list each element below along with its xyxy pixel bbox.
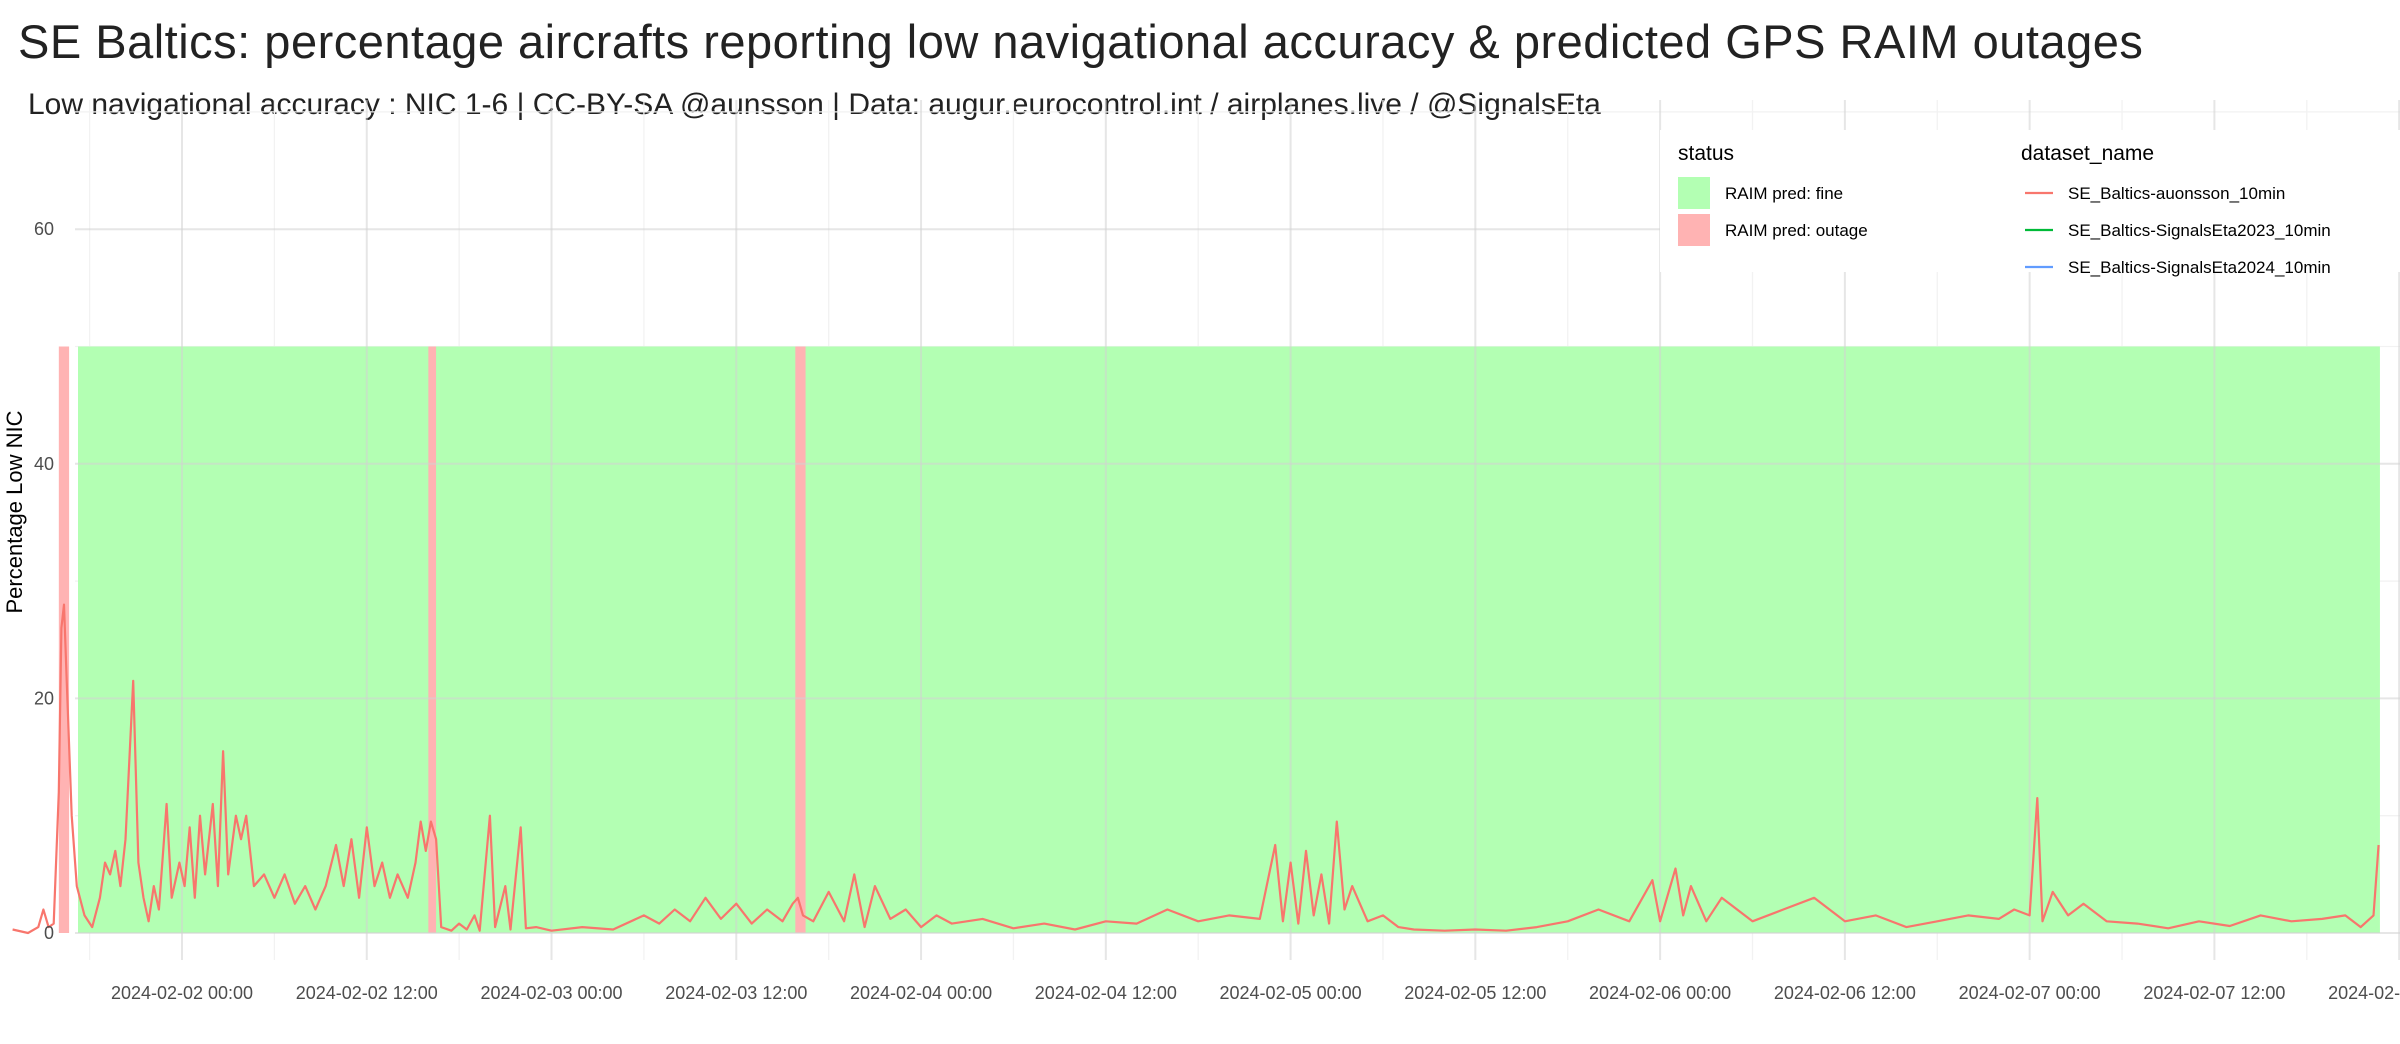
legend-label: RAIM pred: fine	[1725, 184, 1843, 203]
legend-key-swatch	[1678, 214, 1710, 246]
y-tick-label: 60	[34, 219, 54, 239]
x-tick-label: 2024-02-06 12:00	[1774, 983, 1916, 1003]
x-tick-label: 2024-02-03 00:00	[480, 983, 622, 1003]
x-axis-ticks: 2024-02-02 00:00 2024-02-02 12:00 2024-02-…	[111, 983, 2400, 1003]
chart-title: SE Baltics: percentage aircrafts reporti…	[18, 15, 2143, 68]
x-tick-label: 2024-02-06 00:00	[1589, 983, 1731, 1003]
major-grid-lines	[75, 100, 2400, 960]
x-tick-label: 2024-02-05 00:00	[1220, 983, 1362, 1003]
x-tick-label: 2024-02-02 12:00	[296, 983, 438, 1003]
raim-fine-band	[78, 346, 2380, 933]
y-tick-label: 20	[34, 688, 54, 708]
legend-title-dataset_name: dataset_name	[2021, 142, 2154, 165]
x-tick-label: 2024-02-02 00:00	[111, 983, 253, 1003]
series-line-SE_Baltics-auonsson_10min	[12, 603, 2380, 935]
legend: status RAIM pred: fine RAIM pred: outage da…	[1660, 130, 2400, 277]
y-axis-ticks: 0 20 40 60	[34, 219, 54, 943]
x-tick-label: 2024-02-04 12:00	[1035, 983, 1177, 1003]
legend-background	[1660, 130, 2400, 272]
y-tick-label: 0	[44, 923, 54, 943]
legend-label: RAIM pred: outage	[1725, 221, 1868, 240]
legend-label: SE_Baltics-auonsson_10min	[2068, 184, 2285, 203]
x-tick-label: 2024-02-07 12:00	[2143, 983, 2285, 1003]
x-tick-label: 2024-02-03 12:00	[665, 983, 807, 1003]
x-tick-label: 2024-02-05 12:00	[1404, 983, 1546, 1003]
legend-label: SE_Baltics-SignalsEta2023_10min	[2068, 221, 2331, 240]
chart-subtitle: Low navigational accuracy : NIC 1-6 | CC…	[28, 88, 1601, 121]
x-tick-label: 2024-02-08 00:00	[2328, 983, 2400, 1003]
raim-outage-band	[58, 346, 70, 933]
raim-outage-band	[795, 346, 806, 933]
y-axis-title: Percentage Low NIC	[2, 410, 27, 613]
series-lines	[12, 603, 2380, 935]
x-tick-label: 2024-02-04 00:00	[850, 983, 992, 1003]
legend-key-swatch	[1678, 177, 1710, 209]
legend-title-status: status	[1678, 142, 1734, 165]
legend-label: SE_Baltics-SignalsEta2024_10min	[2068, 258, 2331, 277]
raim-status-bands	[58, 346, 2380, 933]
x-tick-label: 2024-02-07 00:00	[1959, 983, 2101, 1003]
raim-outage-band	[428, 346, 437, 933]
y-tick-label: 40	[34, 454, 54, 474]
